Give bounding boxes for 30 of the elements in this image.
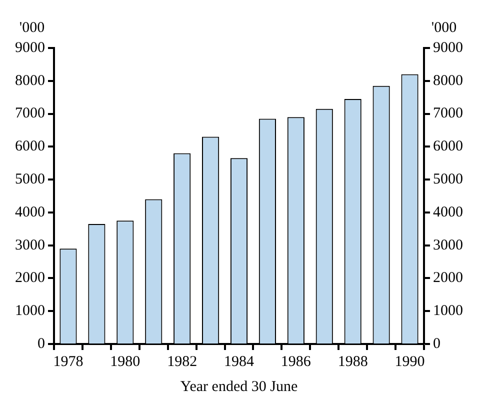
y2-tick-label: 1000 — [433, 303, 463, 320]
y2-tick-label: 4000 — [433, 204, 463, 220]
x-tick-label: 1988 — [338, 354, 368, 370]
y2-tick-label: 3000 — [433, 237, 463, 254]
y2-tick-label: 9000 — [433, 40, 463, 56]
y-axis-title: '000 — [19, 20, 45, 36]
y2-tick-label: 7000 — [433, 106, 463, 122]
y-tick-label: 0 — [38, 336, 45, 352]
y-tick-label: 9000 — [15, 40, 45, 56]
y2-tick-label: 5000 — [433, 171, 463, 188]
y2-tick-label: 2000 — [433, 270, 463, 286]
x-tick-label: 1982 — [167, 354, 198, 370]
x-tick-label: 1980 — [110, 354, 140, 370]
y-tick-label: 8000 — [15, 72, 45, 89]
y-tick-label: 2000 — [15, 270, 45, 286]
x-tick-label: 1978 — [53, 354, 84, 370]
x-tick-label: 1984 — [224, 354, 254, 370]
x-axis-title: Year ended 30 June — [180, 378, 298, 395]
y-tick-label: 3000 — [15, 237, 45, 254]
x-tick-label: 1990 — [394, 354, 425, 370]
y2-tick-label: 6000 — [433, 138, 463, 155]
y2-axis-title: '000 — [431, 20, 457, 36]
y-tick-label: 6000 — [15, 138, 45, 155]
y-tick-label: 7000 — [15, 106, 45, 122]
x-tick-label: 1986 — [280, 354, 312, 370]
y2-tick-label: 0 — [433, 336, 440, 352]
y-tick-label: 5000 — [15, 171, 45, 188]
y2-tick-label: 8000 — [433, 72, 463, 89]
y-tick-label: 4000 — [15, 204, 45, 220]
y-tick-label: 1000 — [15, 303, 45, 320]
